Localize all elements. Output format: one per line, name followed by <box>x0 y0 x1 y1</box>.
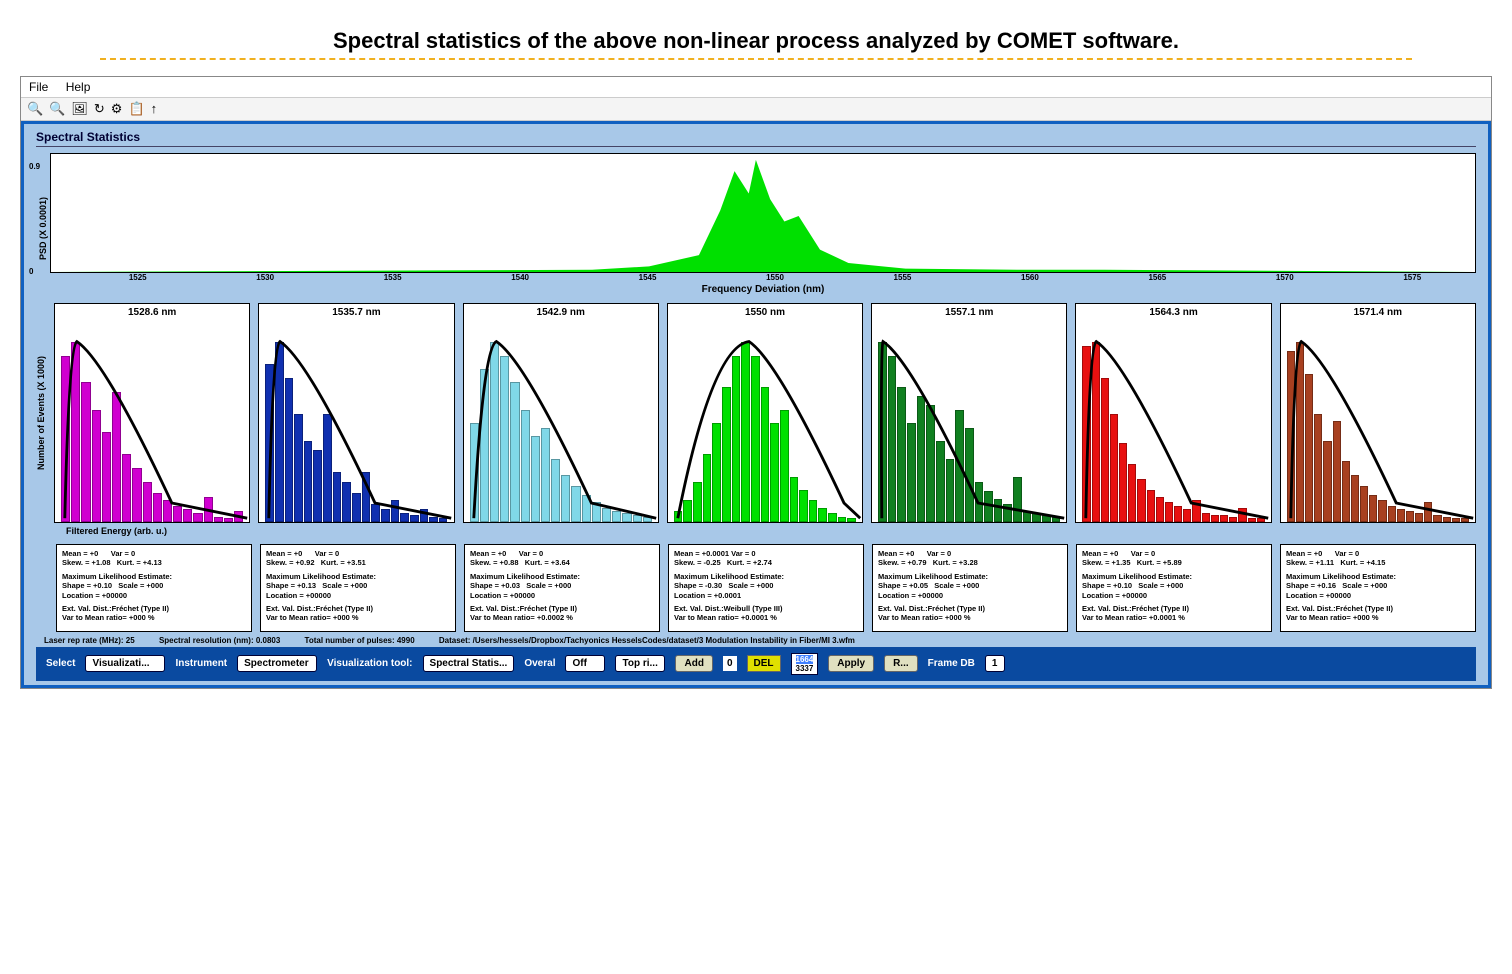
histogram-plot[interactable]: 1542.9 nm0.5 <box>463 303 659 523</box>
select-dropdown[interactable]: Visualizati... <box>85 655 165 672</box>
stats-box: Mean = +0 Var = 0Skew. = +1.35 Kurt. = +… <box>1076 544 1272 632</box>
histogram-title: 1557.1 nm <box>872 307 1066 318</box>
panel-title: Spectral Statistics <box>36 130 1476 147</box>
psd-xlabel: Frequency Deviation (nm) <box>50 284 1476 295</box>
stats-box: Mean = +0 Var = 0Skew. = +1.11 Kurt. = +… <box>1280 544 1476 632</box>
r-button[interactable]: R... <box>884 655 918 672</box>
psd-xtick: 1565 <box>1094 273 1221 282</box>
histogram-panel: 1571.4 nm0.3 <box>1280 303 1476 523</box>
histogram-panel: 1564.3 nm0.6 <box>1075 303 1271 523</box>
stats-box: Mean = +0 Var = 0Skew. = +0.79 Kurt. = +… <box>872 544 1068 632</box>
histogram-panel: 1528.6 nm0.3 <box>54 303 250 523</box>
psd-xtick: 1575 <box>1349 273 1476 282</box>
vistool-label: Visualization tool: <box>327 658 412 669</box>
stats-row: Mean = +0 Var = 0Skew. = +1.08 Kurt. = +… <box>56 544 1476 632</box>
histogram-title: 1550 nm <box>668 307 862 318</box>
info-total: Total number of pulses: 4990 <box>305 636 415 645</box>
psd-xticks: 1525153015351540154515501555156015651570… <box>74 273 1476 282</box>
info-spec: Spectral resolution (nm): 0.0803 <box>159 636 280 645</box>
hist-ylabel: Number of Events (X 1000) <box>36 303 46 523</box>
psd-plot[interactable]: 0.9 0 <box>50 153 1476 273</box>
histogram-plot[interactable]: 1571.4 nm0.3 <box>1280 303 1476 523</box>
overal-dropdown[interactable]: Off <box>565 655 605 672</box>
frame-label: Frame DB <box>928 658 975 669</box>
del-button[interactable]: DEL <box>747 655 781 672</box>
histogram-panel: 1535.7 nm0.3 <box>258 303 454 523</box>
histogram-panel: 1550 nm0.4 <box>667 303 863 523</box>
hist-xlabel: Filtered Energy (arb. u.) <box>66 526 1476 536</box>
menu-file[interactable]: File <box>29 80 48 94</box>
page-title: Spectral statistics of the above non-lin… <box>20 28 1492 54</box>
toolbar-icon-1[interactable]: 🔍 <box>49 101 65 116</box>
select-label: Select <box>46 658 75 669</box>
info-laser: Laser rep rate (MHz): 25 <box>44 636 135 645</box>
histogram-plot[interactable]: 1564.3 nm0.6 <box>1075 303 1271 523</box>
psd-xtick: 1560 <box>966 273 1093 282</box>
stats-box: Mean = +0.0001 Var = 0Skew. = -0.25 Kurt… <box>668 544 864 632</box>
vistool-dropdown[interactable]: Spectral Statis... <box>423 655 515 672</box>
menu-help[interactable]: Help <box>66 80 91 94</box>
main-panel: Spectral Statistics PSD (X 0.0001) 0.9 0… <box>21 121 1491 688</box>
histogram-plot[interactable]: 1550 nm0.4 <box>667 303 863 523</box>
histogram-plot[interactable]: 1535.7 nm0.3 <box>258 303 454 523</box>
overal-dropdown-2[interactable]: Top ri... <box>615 655 665 672</box>
psd-xtick: 1530 <box>201 273 328 282</box>
toolbar-icon-0[interactable]: 🔍 <box>27 101 43 116</box>
psd-xtick: 1535 <box>329 273 456 282</box>
histogram-title: 1528.6 nm <box>55 307 249 318</box>
frame-input[interactable]: 1 <box>985 655 1005 672</box>
toolbar-icon-5[interactable]: 📋 <box>128 101 144 116</box>
histogram-title: 1564.3 nm <box>1076 307 1270 318</box>
app-window: File Help 🔍 🔍 🖼 ↻ ⚙ 📋 ↑ Spectral Statistics PS… <box>20 76 1492 689</box>
histogram-title: 1571.4 nm <box>1281 307 1475 318</box>
instrument-label: Instrument <box>175 658 227 669</box>
psd-xtick: 1555 <box>839 273 966 282</box>
toolbar-icon-4[interactable]: ⚙ <box>111 101 123 116</box>
psd-xtick: 1545 <box>584 273 711 282</box>
psd-xtick: 1540 <box>456 273 583 282</box>
psd-xtick: 1550 <box>711 273 838 282</box>
toolbar: 🔍 🔍 🖼 ↻ ⚙ 📋 ↑ <box>21 98 1491 121</box>
stats-box: Mean = +0 Var = 0Skew. = +0.88 Kurt. = +… <box>464 544 660 632</box>
psd-ytick: 0.9 <box>29 162 40 171</box>
stats-box: Mean = +0 Var = 0Skew. = +0.92 Kurt. = +… <box>260 544 456 632</box>
menubar: File Help <box>21 77 1491 98</box>
instrument-dropdown[interactable]: Spectrometer <box>237 655 317 672</box>
frame-list[interactable]: 1664 3337 <box>791 653 819 675</box>
psd-xtick: 1525 <box>74 273 201 282</box>
apply-button[interactable]: Apply <box>828 655 874 672</box>
overal-label: Overal <box>524 658 555 669</box>
histogram-title: 1542.9 nm <box>464 307 658 318</box>
psd-xtick: 1570 <box>1221 273 1348 282</box>
psd-ylabel: PSD (X 0.0001) <box>36 153 50 303</box>
histogram-panel: 1557.1 nm0.3 <box>871 303 1067 523</box>
histogram-panel: 1542.9 nm0.5 <box>463 303 659 523</box>
histogram-plot[interactable]: 1528.6 nm0.3 <box>54 303 250 523</box>
histogram-row: Number of Events (X 1000) 1528.6 nm0.315… <box>36 303 1476 523</box>
index-input[interactable]: 0 <box>723 656 737 671</box>
add-button[interactable]: Add <box>675 655 712 672</box>
psd-peak <box>51 154 1475 272</box>
toolbar-icon-2[interactable]: 🖼 <box>71 101 88 116</box>
histogram-title: 1535.7 nm <box>259 307 453 318</box>
psd-ytick: 0 <box>29 267 33 276</box>
control-bar: Select Visualizati... Instrument Spectro… <box>36 647 1476 681</box>
stats-box: Mean = +0 Var = 0Skew. = +1.08 Kurt. = +… <box>56 544 252 632</box>
info-line: Laser rep rate (MHz): 25 Spectral resolu… <box>44 636 1476 645</box>
toolbar-icon-3[interactable]: ↻ <box>94 101 105 116</box>
histogram-plot[interactable]: 1557.1 nm0.3 <box>871 303 1067 523</box>
info-dataset: Dataset: /Users/hessels/Dropbox/Tachyoni… <box>439 636 855 645</box>
toolbar-icon-6[interactable]: ↑ <box>151 101 158 116</box>
title-underline <box>100 58 1412 60</box>
psd-chart: PSD (X 0.0001) 0.9 0 1525153015351540154… <box>36 153 1476 303</box>
